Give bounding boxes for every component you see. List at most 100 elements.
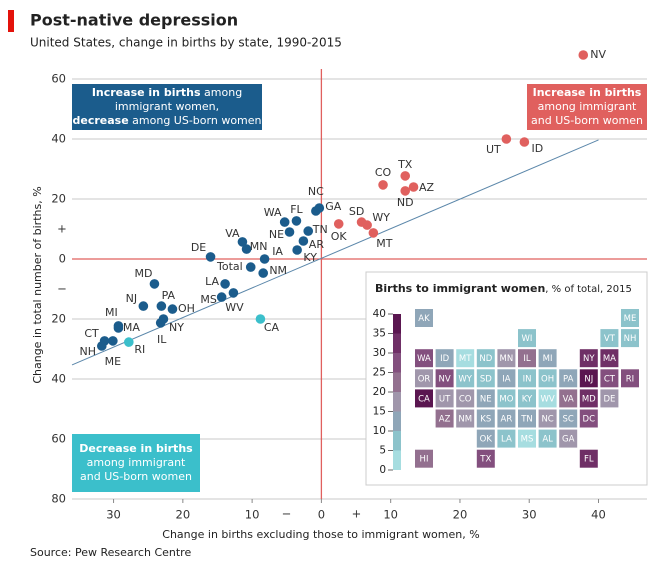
state-label: TN <box>520 415 533 425</box>
state-tile <box>518 369 536 388</box>
point <box>578 50 589 60</box>
state-tile <box>456 409 475 428</box>
point <box>255 314 266 324</box>
state-tile <box>621 309 639 327</box>
annotation-box <box>72 434 200 492</box>
state-tile <box>538 389 557 408</box>
sign-label: + <box>57 222 67 236</box>
annotation-text: and US-born women <box>80 470 192 483</box>
point-label: MI <box>105 306 118 319</box>
point <box>408 182 419 192</box>
state-label: CT <box>604 374 616 384</box>
x-tick-label: 30 <box>522 508 537 522</box>
state-label: WA <box>417 354 431 364</box>
state-label: TX <box>479 455 491 465</box>
state-label: MA <box>603 354 616 364</box>
state-label: ID <box>440 354 450 364</box>
state-tile <box>579 389 598 408</box>
annotation-box <box>527 84 647 130</box>
state-label: NM <box>458 415 472 425</box>
point <box>108 336 118 346</box>
point <box>228 288 239 298</box>
annotation-part: decrease <box>73 114 129 127</box>
sign-label: − <box>57 282 67 296</box>
point-label: RI <box>134 343 145 356</box>
state-tile <box>600 329 619 348</box>
state-tile <box>518 409 536 428</box>
point <box>291 216 302 226</box>
annotation-box <box>72 84 262 130</box>
x-axis-label: Change in births excluding those to immi… <box>162 528 479 541</box>
annotation-text: Increase in births <box>533 86 642 99</box>
point-label: KY <box>303 251 317 264</box>
y-tick-label: 60 <box>51 72 66 86</box>
color-scale-segment <box>393 314 401 334</box>
state-tile <box>476 429 495 448</box>
state-label: IN <box>523 374 532 384</box>
annotation-part: among immigrant <box>87 456 186 469</box>
annotation-text: decrease among US-born women <box>73 114 262 127</box>
y-tick-label: 60 <box>51 432 66 446</box>
color-tick-label: 35 <box>373 328 386 340</box>
state-tile <box>415 389 433 408</box>
color-tick-label: 30 <box>373 347 386 359</box>
point-label: TX <box>397 158 413 171</box>
point-label: NE <box>269 228 284 241</box>
source: Source: Pew Research Centre <box>30 546 191 559</box>
annotation-text: and US-born women <box>531 114 643 127</box>
state-label: NJ <box>584 374 593 384</box>
state-label: RI <box>626 374 634 384</box>
state-label: AZ <box>439 415 451 425</box>
point <box>284 227 295 237</box>
point <box>156 301 167 311</box>
x-tick-label: 20 <box>453 508 468 522</box>
point-label: CA <box>264 321 280 334</box>
state-tile <box>600 389 619 408</box>
title-flag <box>8 10 14 32</box>
state-label: CO <box>459 394 472 404</box>
point <box>400 186 411 196</box>
point <box>96 341 107 351</box>
point <box>333 219 344 229</box>
annotation-text: among immigrant <box>87 456 186 469</box>
state-label: ME <box>624 314 637 324</box>
state-label: VA <box>563 394 574 404</box>
state-label: WI <box>522 334 533 344</box>
point <box>155 318 166 328</box>
state-label: MO <box>499 394 513 404</box>
point <box>259 254 270 264</box>
state-label: DC <box>583 415 596 425</box>
point <box>519 137 530 147</box>
point-label: Total <box>216 260 243 273</box>
state-label: ND <box>479 354 492 364</box>
point-label: MN <box>250 240 268 253</box>
state-label: IA <box>502 374 511 384</box>
state-tile <box>518 329 536 348</box>
sign-label: − <box>282 507 292 521</box>
state-tile <box>456 349 475 368</box>
point-label: IL <box>157 333 167 346</box>
chart-title: Post-native depression <box>30 11 238 30</box>
annotation-part: among <box>201 86 243 99</box>
annotation-part: Increase in births <box>92 86 201 99</box>
state-tile <box>518 349 536 368</box>
point-label: NM <box>269 264 287 277</box>
state-label: HI <box>420 455 429 465</box>
point <box>124 337 134 347</box>
state-tile <box>600 349 619 368</box>
point-label: VA <box>225 227 240 240</box>
state-label: PA <box>563 374 574 384</box>
color-tick-label: 20 <box>373 386 386 398</box>
state-label: AL <box>542 435 553 445</box>
y-tick-label: 80 <box>51 492 66 506</box>
color-scale-segment <box>393 450 401 470</box>
state-label: OK <box>480 435 493 445</box>
state-tile <box>415 309 433 327</box>
color-scale-segment <box>393 353 401 373</box>
annotation-text: immigrant women, <box>115 100 219 113</box>
state-tile <box>476 369 495 388</box>
annotation-part: and US-born women <box>80 470 192 483</box>
state-label: NC <box>541 415 553 425</box>
y-tick-label: 20 <box>51 192 66 206</box>
